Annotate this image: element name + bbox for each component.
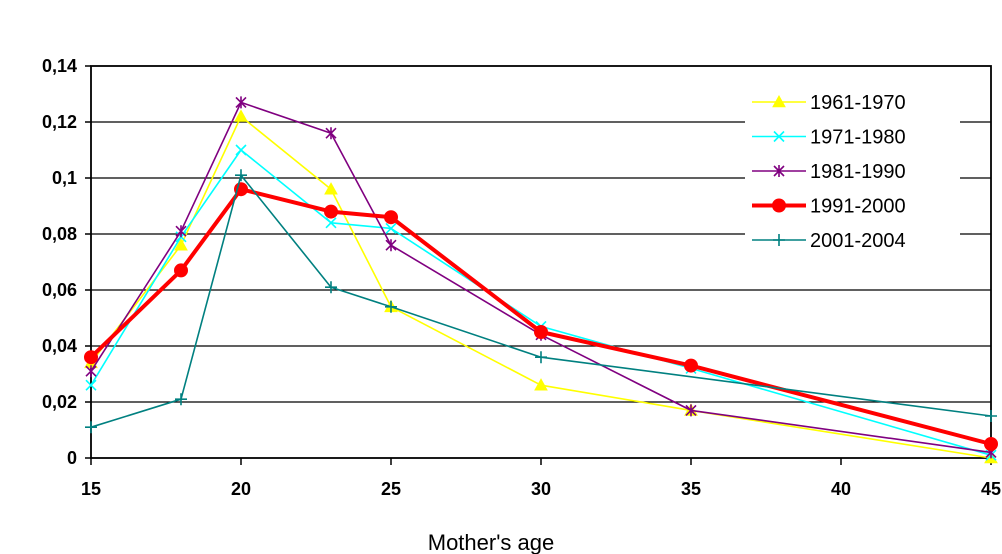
legend: 1961-1970 1971-1980 1981-1990 1991-2000 2001…: [745, 82, 960, 272]
data-point: [324, 182, 338, 195]
legend-label: 1991-2000: [810, 196, 906, 218]
data-point: [534, 325, 548, 339]
x-tick-label: 45: [981, 479, 1001, 499]
legend-item: 1971-1980: [752, 127, 906, 149]
legend-marker: [773, 130, 785, 143]
x-tick-label: 30: [531, 479, 551, 499]
y-tick-label: 0,12: [42, 112, 77, 132]
x-tick-label: 40: [831, 479, 851, 499]
series-2001-2004: [85, 169, 997, 434]
legend-label: 1971-1980: [810, 127, 906, 149]
data-point: [174, 238, 188, 251]
data-point: [175, 225, 187, 238]
data-point: [84, 350, 98, 365]
data-point: [685, 404, 697, 417]
data-point: [385, 222, 397, 234]
data-point: [85, 365, 97, 378]
x-tick-label: 35: [681, 479, 701, 499]
data-point: [684, 358, 698, 373]
x-axis-label: Mother's age: [428, 530, 555, 554]
data-point: [234, 109, 248, 122]
x-tick-label: 25: [381, 479, 401, 499]
data-point: [534, 378, 548, 391]
legend-label: 2001-2004: [810, 230, 906, 252]
data-point: [235, 169, 247, 182]
data-point: [384, 210, 398, 225]
legend-label: 1961-1970: [810, 92, 906, 114]
plot-series: [84, 96, 998, 464]
legend-item: 1991-2000: [752, 196, 906, 218]
legend-item: 1961-1970: [752, 92, 906, 114]
data-point: [325, 217, 337, 229]
legend-label: 1981-1990: [810, 161, 906, 183]
y-tick-label: 0,14: [42, 56, 77, 76]
series-1991-2000: [84, 182, 998, 451]
data-point: [984, 437, 998, 451]
legend-marker: [772, 198, 786, 213]
legend-marker: [773, 165, 785, 177]
data-point: [235, 96, 247, 109]
data-point: [535, 351, 547, 364]
data-point: [325, 127, 337, 140]
data-point: [324, 204, 338, 219]
x-tick-label: 15: [81, 479, 101, 499]
data-point: [985, 410, 997, 422]
data-point: [385, 300, 397, 313]
data-point: [385, 239, 397, 252]
series-1981-1990: [85, 96, 997, 459]
data-point: [85, 379, 97, 391]
y-tick-label: 0,04: [42, 336, 77, 356]
legend-marker: [773, 234, 785, 246]
y-tick-label: 0,06: [42, 280, 77, 300]
x-tick-label: 20: [231, 479, 251, 499]
series-line: [90, 101, 992, 454]
data-point: [85, 421, 97, 434]
y-tick-label: 0,02: [42, 392, 77, 412]
y-tick-label: 0,08: [42, 224, 77, 244]
data-point: [235, 144, 247, 156]
legend-item: 2001-2004: [752, 230, 906, 252]
legend-marker: [772, 94, 786, 108]
data-point: [174, 263, 188, 278]
legend-item: 1981-1990: [752, 161, 906, 183]
data-point: [325, 281, 337, 294]
y-tick-label: 0: [67, 448, 77, 468]
data-point: [175, 393, 187, 406]
series-line: [89, 187, 992, 446]
y-tick-label: 0,1: [52, 168, 77, 188]
axes: 0 0,02 0,04 0,06 0,08 0,1 0,12 0,14 15 20 25 30 35 40…: [42, 56, 1001, 499]
